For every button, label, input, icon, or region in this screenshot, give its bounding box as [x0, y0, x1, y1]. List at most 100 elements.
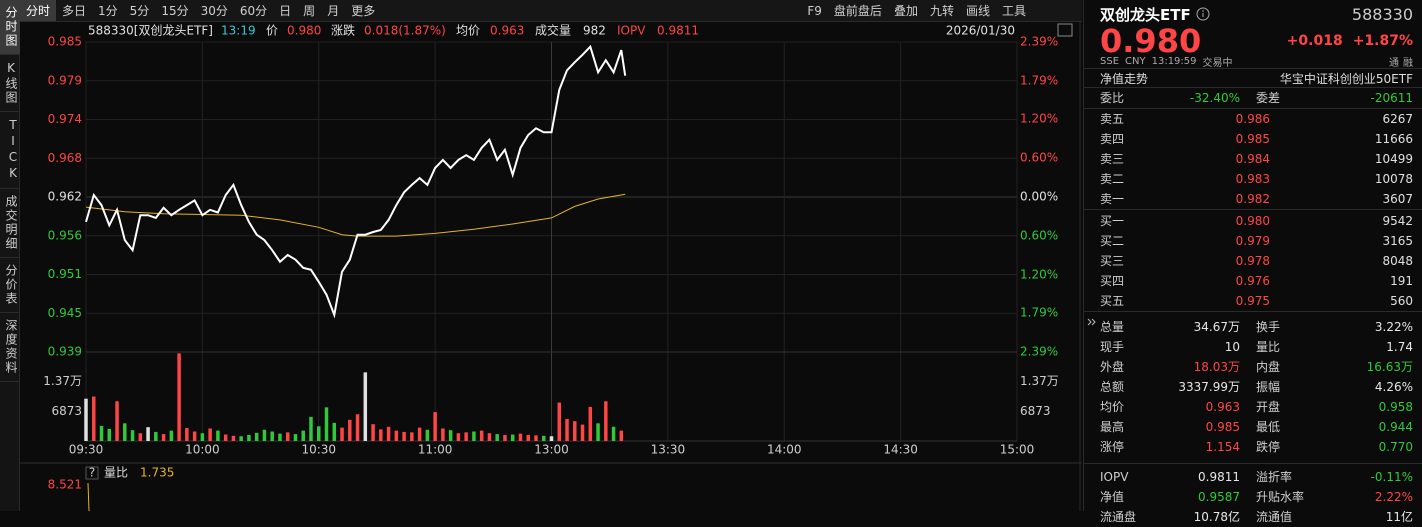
- period-tab[interactable]: 月: [327, 4, 340, 18]
- tool-button[interactable]: 盘前盘后: [833, 4, 882, 18]
- x-tick-label: 13:00: [534, 443, 569, 457]
- volume-bar: [503, 434, 507, 441]
- volume-bar: [154, 431, 158, 441]
- badge: 通: [1389, 57, 1399, 69]
- badges: 通融: [1389, 54, 1413, 69]
- y2-tick-label: 1.20%: [1020, 267, 1058, 281]
- stat-label: 跌停: [1256, 440, 1281, 454]
- header-item: 价: [266, 24, 278, 38]
- volume-bar: [518, 433, 523, 441]
- change: +0.018: [1286, 33, 1343, 49]
- tool-button[interactable]: 画线: [965, 4, 990, 18]
- volume-bar: [262, 429, 267, 441]
- sidebar-tab[interactable]: 成交明细: [0, 189, 20, 258]
- y2-tick-label: 0.60%: [1020, 151, 1058, 165]
- icon[interactable]: [1057, 23, 1073, 37]
- period-tab[interactable]: 分时: [20, 0, 57, 21]
- stat-label: 内盘: [1256, 360, 1281, 374]
- bids: 买一 0.980 9542 买二 0.979 3165 买三 0.978 8048 买四 0.976…: [1084, 209, 1422, 311]
- period-tab[interactable]: 日: [279, 4, 292, 18]
- y2-tick-label: 1.79%: [1020, 306, 1058, 320]
- tool-button[interactable]: 叠加: [893, 4, 918, 18]
- header-item: 982: [583, 24, 606, 38]
- volume-tick-label: 6873: [1020, 404, 1051, 418]
- volume-bar: [348, 419, 352, 441]
- stat-row: 总量 34.67万 换手 3.22%: [1084, 317, 1422, 337]
- volume-bar: [433, 412, 437, 441]
- period-tab[interactable]: 30分: [200, 4, 228, 18]
- order-label: 卖五: [1100, 112, 1125, 126]
- stat-label: 现手: [1100, 340, 1125, 354]
- sidebar-tab[interactable]: 深度资料: [0, 313, 20, 382]
- ratio-line: [87, 482, 90, 511]
- volume-bar: [146, 427, 150, 441]
- y-tick-label: 0.939: [48, 345, 82, 359]
- period-tab[interactable]: 60分: [239, 4, 268, 18]
- period-tab[interactable]: 1分: [98, 4, 118, 18]
- stat-value: 3.22%: [1374, 320, 1413, 334]
- nav-row: 净值走势 华宝中证科创创业50ETF: [1084, 68, 1422, 88]
- volume-bar: [216, 430, 220, 441]
- sidebar-tab[interactable]: 分时图: [0, 0, 20, 55]
- order-label: 卖四: [1100, 132, 1125, 146]
- order-row: 买五 0.975 560: [1084, 291, 1422, 311]
- volume-bar: [169, 430, 174, 441]
- tool-buttons: F9 盘前盘后 叠加 九转 画线 工具: [801, 0, 1082, 21]
- info-icon[interactable]: [1196, 7, 1212, 21]
- volume-bar: [293, 434, 298, 441]
- order-volume: 560: [1390, 294, 1413, 308]
- period-tab[interactable]: 周: [303, 4, 316, 18]
- collapse-icon[interactable]: [1087, 317, 1097, 327]
- stat-label: 净值: [1100, 490, 1125, 504]
- period-tab[interactable]: 更多: [351, 4, 376, 18]
- fund-full-name: 华宝中证科创创业50ETF: [1279, 72, 1413, 86]
- volume-bar: [410, 432, 414, 441]
- period-tab[interactable]: 多日: [62, 4, 87, 18]
- stat-row: 现手 10 量比 1.74: [1084, 337, 1422, 357]
- stat-label: 总量: [1100, 320, 1125, 334]
- volume-bar: [394, 430, 399, 441]
- volume-bar: [565, 418, 569, 441]
- order-label: 买五: [1100, 294, 1125, 308]
- order-label: 卖三: [1100, 152, 1125, 166]
- sidebar-tab[interactable]: TICK: [0, 112, 20, 189]
- chart: 588330[双创龙头ETF] 13:19 价 0.980 涨跌 0.018(1.87%)…: [20, 22, 1082, 511]
- volume-bar: [611, 426, 616, 441]
- volume-bar: [161, 434, 166, 441]
- stat-row: 均价 0.963 开盘 0.958: [1084, 397, 1422, 417]
- header-item: 0.9811: [657, 24, 699, 38]
- order-label: 买一: [1100, 214, 1125, 228]
- fund-name: 双创龙头ETF: [1100, 5, 1191, 24]
- tool-button[interactable]: 工具: [1001, 4, 1026, 18]
- stat-label: 流通值: [1256, 510, 1293, 524]
- order-price: 0.979: [1235, 234, 1270, 248]
- sidebar-tab[interactable]: 分价表: [0, 258, 20, 313]
- order-price: 0.986: [1235, 112, 1270, 126]
- volume-bar: [596, 423, 600, 441]
- ratio-value: 1.735: [140, 466, 174, 480]
- volume-bar: [441, 428, 445, 441]
- nav-trend[interactable]: 净值走势: [1100, 72, 1149, 86]
- order-row: 卖五 0.986 6267: [1084, 109, 1422, 129]
- stat-row: 涨停 1.154 跌停 0.770: [1084, 437, 1422, 457]
- y-tick-label: 0.956: [48, 228, 82, 242]
- order-volume: 6267: [1382, 112, 1413, 126]
- volume-bar: [479, 430, 484, 441]
- stat-label: 溢折率: [1256, 470, 1293, 484]
- sidebar-tab[interactable]: K线图: [0, 55, 20, 112]
- header-item: 588330[双创龙头ETF]: [88, 24, 213, 38]
- help-icon[interactable]: [85, 466, 99, 480]
- y2-tick-label: 0.60%: [1020, 228, 1058, 242]
- ratio-title: 量比: [104, 466, 128, 480]
- volume-bar: [402, 431, 406, 441]
- period-tab[interactable]: 5分: [129, 4, 150, 18]
- volume-bar: [573, 421, 577, 441]
- fund-stats: IOPV 0.9811 溢折率 -0.11% 净值 0.9587 升贴水率 2.22% 流通盘 1…: [1084, 463, 1422, 527]
- quote-panel: 双创龙头ETF 588330 0.980 +0.018 +1.87% SSE C…: [1083, 0, 1422, 524]
- stat-value: 0.958: [1378, 400, 1413, 414]
- period-tab[interactable]: 15分: [161, 4, 189, 18]
- tool-button[interactable]: 九转: [929, 4, 954, 18]
- stat-label: 涨停: [1100, 440, 1125, 454]
- tool-button[interactable]: F9: [807, 4, 822, 18]
- volume-bar: [231, 435, 236, 441]
